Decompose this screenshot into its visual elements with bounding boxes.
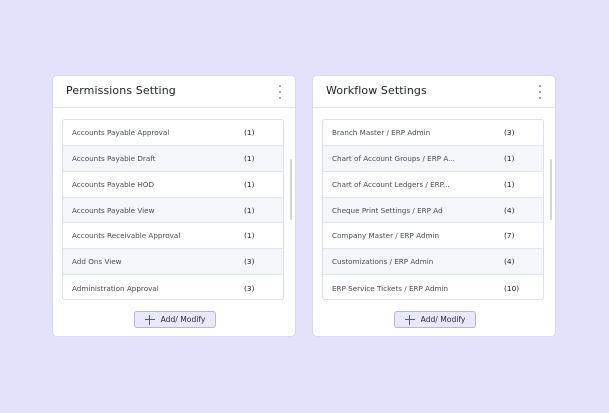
add-modify-button[interactable]: Add/ Modify — [134, 311, 216, 328]
item-count: (1) — [504, 179, 515, 189]
list-item[interactable]: Customizations / ERP Admin (4) — [323, 249, 543, 276]
list-item[interactable]: Add Ons View (3) — [63, 249, 283, 276]
list-item[interactable]: Chart of Account Groups / ERP A... (1) — [323, 145, 543, 172]
add-modify-label: Add/ Modify — [420, 315, 466, 324]
list-item[interactable]: ERP Service Tickets / ERP Admin (10) — [323, 275, 543, 299]
item-label: Cheque Print Settings / ERP Ad — [332, 205, 443, 215]
plus-icon — [404, 314, 415, 325]
item-label: Accounts Payable HOD — [72, 179, 154, 189]
panel-header: Permissions Setting — [53, 76, 295, 108]
list-item[interactable]: Chart of Account Ledgers / ERP... (1) — [323, 172, 543, 198]
item-label: Accounts Payable Approval — [72, 127, 170, 137]
more-options-icon[interactable] — [277, 85, 283, 99]
item-label: Add Ons View — [72, 257, 122, 267]
workflow-settings-panel: Workflow Settings Branch Master / ERP Ad… — [312, 75, 556, 337]
item-count: (4) — [504, 205, 515, 215]
item-count: (1) — [244, 127, 255, 137]
panel-title: Permissions Setting — [66, 84, 176, 97]
workflow-list: Branch Master / ERP Admin (3) Chart of A… — [322, 119, 544, 300]
item-label: Company Master / ERP Admin — [332, 231, 440, 241]
item-label: Chart of Account Groups / ERP A... — [332, 153, 455, 163]
item-label: Administration Approval — [72, 283, 159, 293]
plus-icon — [144, 314, 155, 325]
permissions-list: Accounts Payable Approval (1) Accounts P… — [62, 119, 284, 300]
item-count: (3) — [244, 283, 255, 293]
list-item[interactable]: Accounts Payable View (1) — [63, 197, 283, 224]
list-item[interactable]: Company Master / ERP Admin (7) — [323, 223, 543, 250]
panel-header: Workflow Settings — [313, 76, 555, 108]
list-item[interactable]: Accounts Receivable Approval (1) — [63, 223, 283, 250]
item-count: (1) — [244, 205, 255, 215]
item-label: Accounts Receivable Approval — [72, 231, 181, 241]
item-count: (3) — [244, 257, 255, 267]
item-count: (1) — [244, 231, 255, 241]
scrollbar[interactable] — [550, 159, 552, 220]
list-item[interactable]: Accounts Payable Approval (1) — [63, 120, 283, 146]
list-item[interactable]: Administration Approval (3) — [63, 275, 283, 299]
scrollbar[interactable] — [290, 159, 292, 220]
item-label: Branch Master / ERP Admin — [332, 127, 431, 137]
panel-title: Workflow Settings — [326, 84, 427, 97]
item-count: (10) — [504, 283, 520, 293]
list-item[interactable]: Branch Master / ERP Admin (3) — [323, 120, 543, 146]
item-label: Chart of Account Ledgers / ERP... — [332, 179, 450, 189]
permissions-setting-panel: Permissions Setting Accounts Payable App… — [52, 75, 296, 337]
settings-panels: Permissions Setting Accounts Payable App… — [52, 75, 557, 338]
list-item[interactable]: Accounts Payable Draft (1) — [63, 145, 283, 172]
item-count: (7) — [504, 231, 515, 241]
item-count: (1) — [504, 153, 515, 163]
add-modify-button[interactable]: Add/ Modify — [394, 311, 476, 328]
item-count: (1) — [244, 153, 255, 163]
item-count: (3) — [504, 127, 515, 137]
add-modify-label: Add/ Modify — [160, 315, 206, 324]
item-count: (4) — [504, 257, 515, 267]
item-count: (1) — [244, 179, 255, 189]
list-item[interactable]: Accounts Payable HOD (1) — [63, 172, 283, 198]
more-options-icon[interactable] — [537, 85, 543, 99]
item-label: Accounts Payable View — [72, 205, 155, 215]
list-item[interactable]: Cheque Print Settings / ERP Ad (4) — [323, 197, 543, 224]
item-label: ERP Service Tickets / ERP Admin — [332, 283, 449, 293]
item-label: Accounts Payable Draft — [72, 153, 156, 163]
item-label: Customizations / ERP Admin — [332, 257, 434, 267]
